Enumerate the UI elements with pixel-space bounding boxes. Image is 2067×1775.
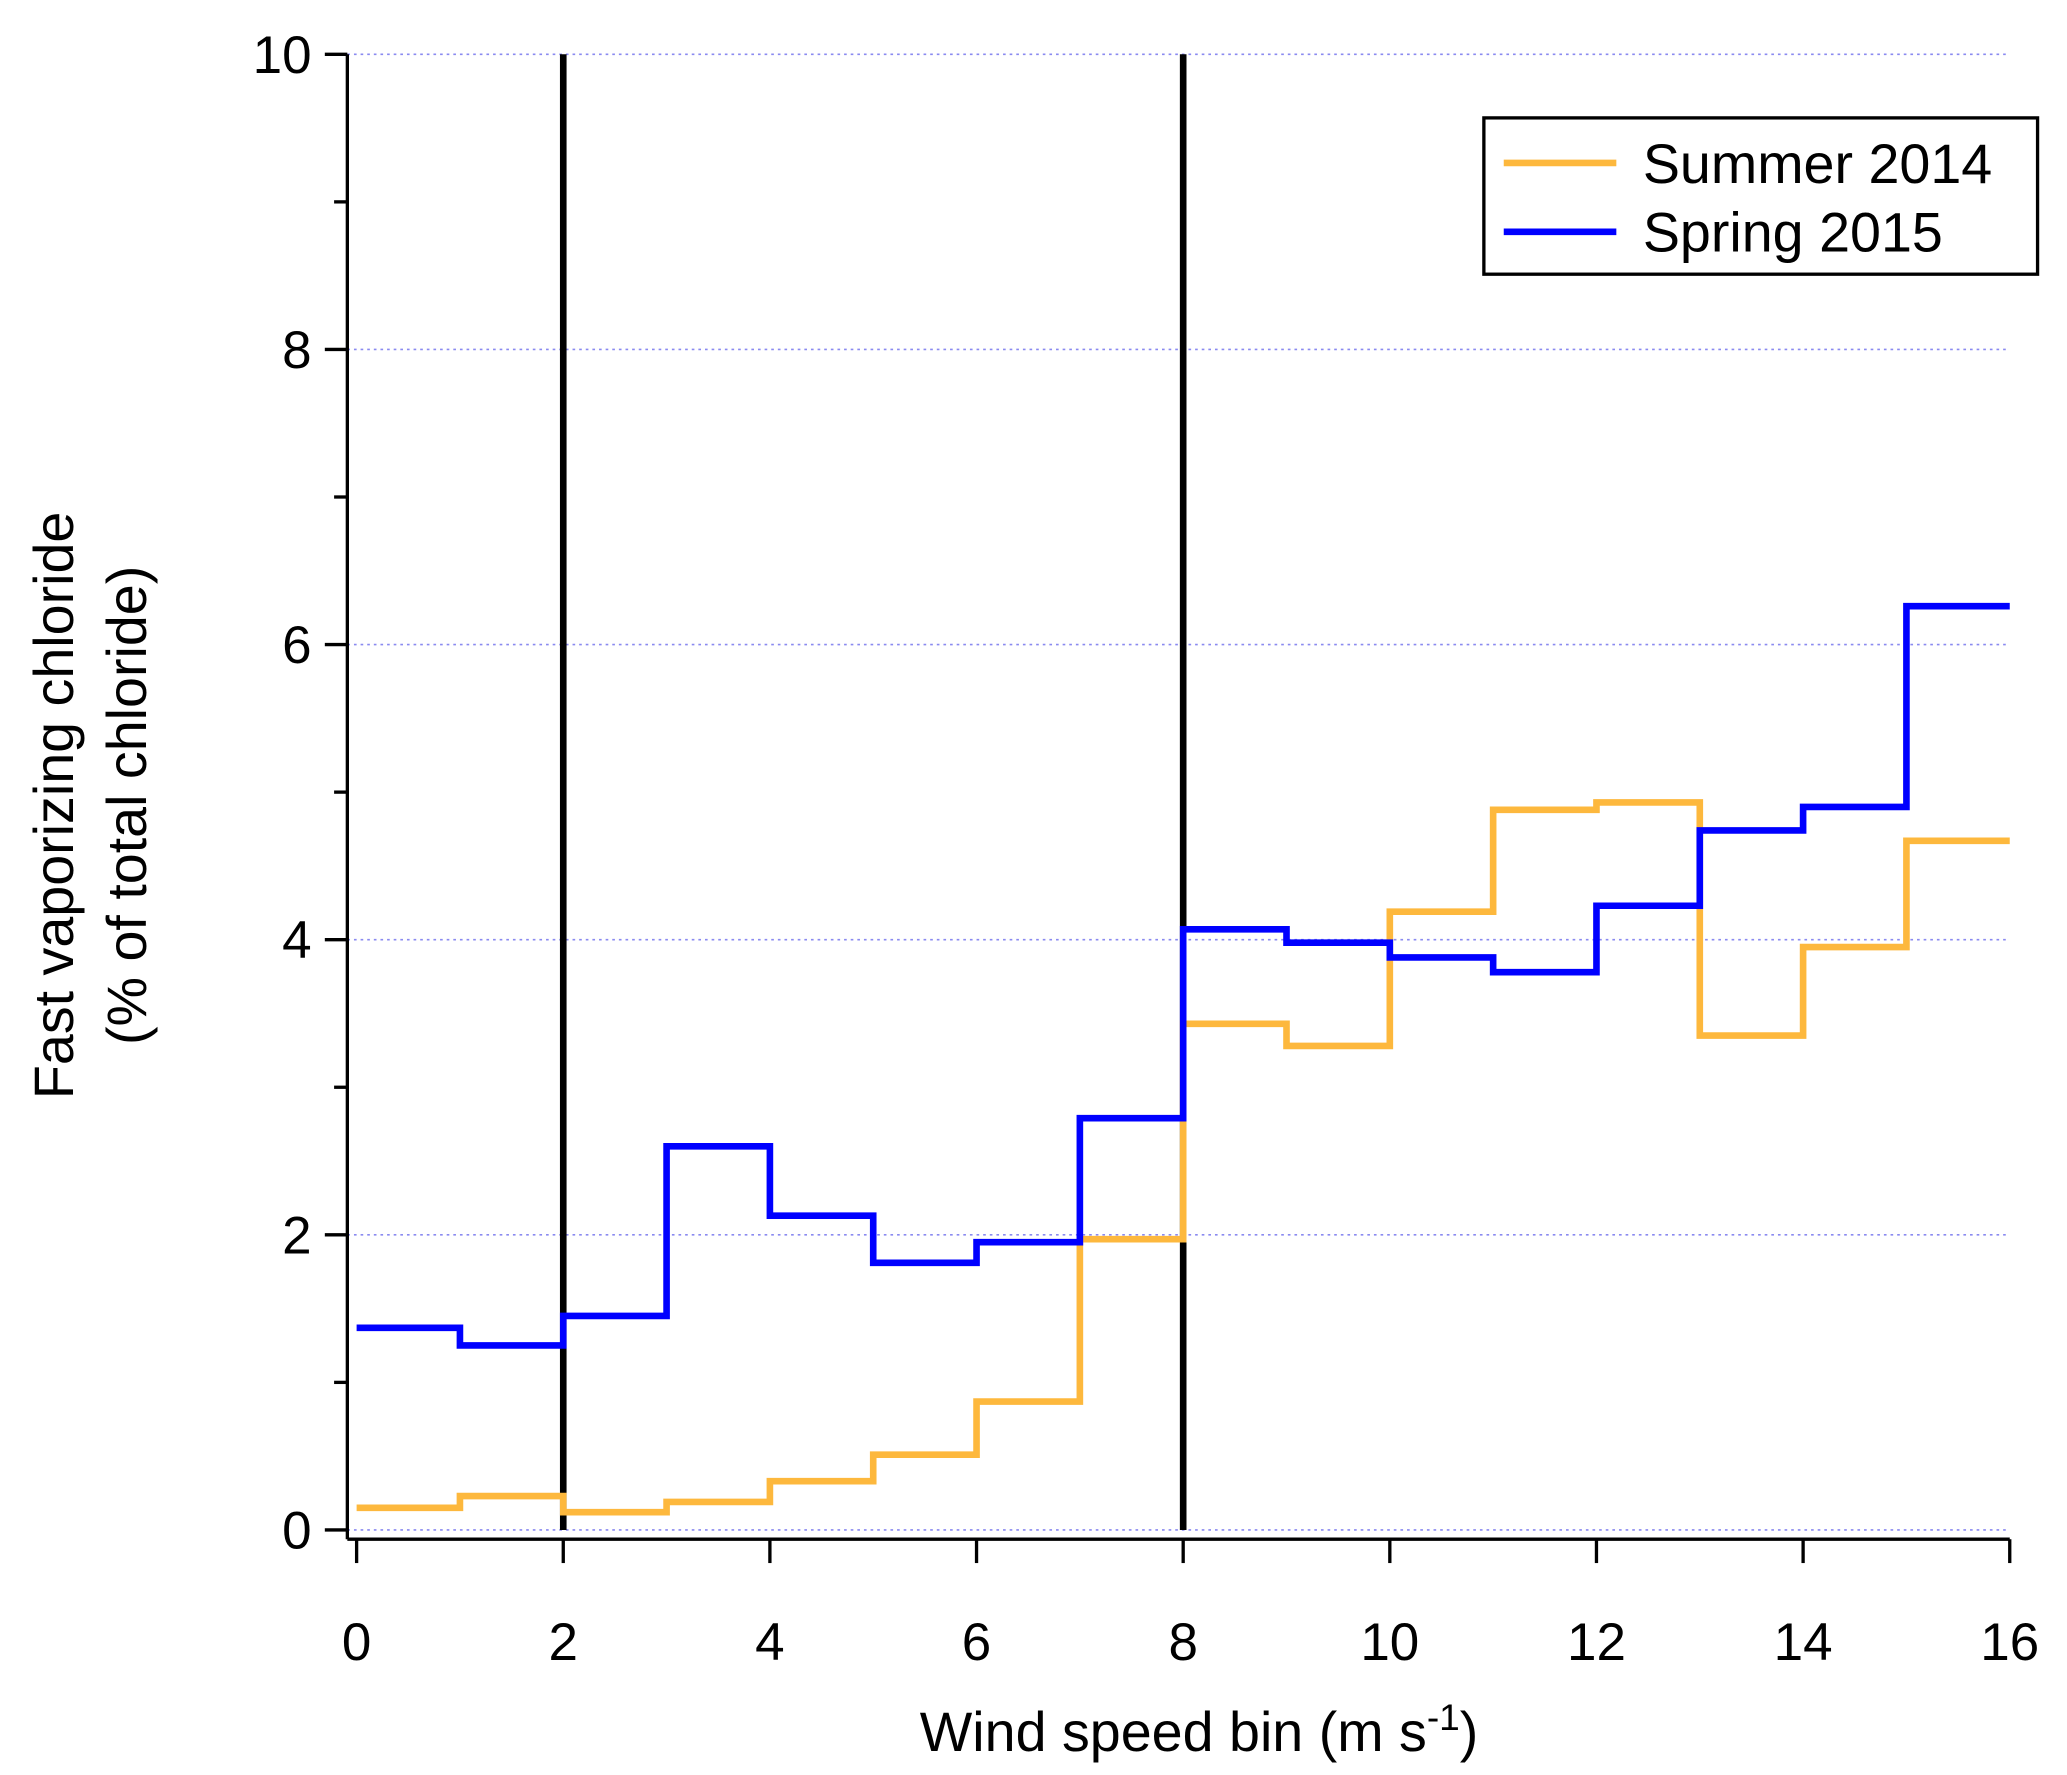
y-tick-label: 0 — [282, 1501, 311, 1560]
x-tick-label: 0 — [342, 1613, 371, 1672]
y-tick-label: 2 — [282, 1206, 311, 1265]
x-axis-title: Wind speed bin (m s-1) — [920, 1696, 1479, 1763]
x-tick-label: 8 — [1168, 1613, 1197, 1672]
x-tick-label: 10 — [1360, 1613, 1419, 1672]
legend-box — [1482, 116, 2040, 276]
series-lines — [356, 602, 2010, 1516]
y-axis-title-line1: Fast vaporizing chloride — [23, 512, 85, 1099]
y-tick-label: 10 — [253, 26, 312, 85]
x-tick-label: 16 — [1980, 1613, 2039, 1672]
y-axis-title-line2: (% of total chloride) — [96, 566, 158, 1045]
y-tick-label: 8 — [282, 321, 311, 380]
grid — [347, 53, 2010, 1531]
x-tick-label: 12 — [1567, 1613, 1626, 1672]
vertical-markers — [559, 54, 1187, 1530]
series-line-summer-2014 — [356, 799, 2010, 1516]
y-tick-label: 4 — [282, 911, 311, 970]
legend: Summer 2014 Spring 2015 — [1482, 116, 2040, 276]
x-ticks: 0 2 4 6 8 10 12 14 16 — [342, 1539, 2039, 1672]
x-tick-label: 2 — [549, 1613, 578, 1672]
x-tick-label: 14 — [1774, 1613, 1833, 1672]
legend-label-summer-2014: Summer 2014 — [1643, 133, 1992, 195]
x-tick-label: 4 — [755, 1613, 784, 1672]
y-tick-label: 6 — [282, 616, 311, 675]
y-ticks: 0 2 4 6 8 10 — [253, 26, 348, 1560]
axes — [345, 54, 2010, 1541]
legend-label-spring-2015: Spring 2015 — [1643, 202, 1943, 264]
x-tick-label: 6 — [962, 1613, 991, 1672]
series-line-spring-2015 — [356, 602, 2010, 1349]
